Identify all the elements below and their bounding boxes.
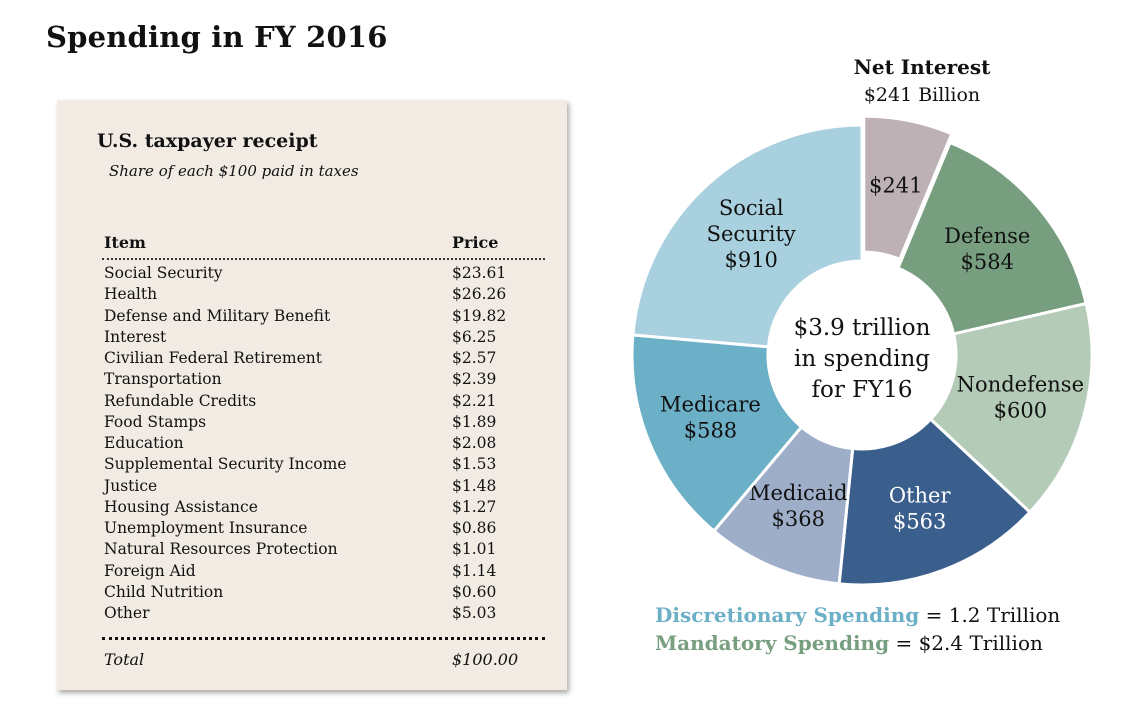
item-name: Supplemental Security Income: [104, 455, 347, 474]
receipt-subtitle: Share of each $100 paid in taxes: [109, 162, 359, 180]
item-price: $1.01: [452, 540, 497, 559]
slice-label-nondefense: Nondefense: [957, 373, 1084, 397]
item-price: $2.39: [452, 370, 497, 389]
item-column-header: Item: [104, 233, 146, 252]
donut-center-text: $3.9 trillion: [794, 315, 931, 341]
item-name: Refundable Credits: [104, 391, 257, 410]
table-row: Social Security $23.61: [104, 263, 544, 284]
slice-label-medicaid: Medicaid: [749, 481, 848, 505]
item-price: $1.27: [452, 497, 497, 516]
table-row: Child Nutrition $0.60: [104, 582, 544, 603]
page-title: Spending in FY 2016: [46, 20, 388, 54]
item-price: $1.48: [452, 476, 497, 495]
table-row: Supplemental Security Income $1.53: [104, 454, 544, 475]
table-row: Civilian Federal Retirement $2.57: [104, 348, 544, 369]
item-name: Defense and Military Benefit: [104, 306, 331, 325]
header-divider: [102, 258, 545, 260]
price-column-header: Price: [452, 233, 499, 252]
slice-label-medicare: $588: [684, 419, 737, 443]
legend-label: Discretionary Spending: [655, 603, 920, 627]
table-row: Defense and Military Benefit $19.82: [104, 306, 544, 327]
receipt-rows: Social Security $23.61 Health $26.26 Defen…: [104, 263, 544, 624]
slice-label-social-security: $910: [724, 248, 777, 272]
callout-subtitle: $241 Billion: [864, 84, 980, 106]
callout-title: Net Interest: [854, 55, 992, 79]
item-name: Unemployment Insurance: [104, 519, 308, 537]
table-row: Education $2.08: [104, 433, 544, 454]
table-row: Health $26.26: [104, 284, 544, 305]
item-price: $2.57: [452, 349, 497, 367]
item-price: $23.61: [452, 264, 507, 282]
slice-label-medicare: Medicare: [660, 393, 761, 417]
item-price: $2.21: [452, 391, 497, 410]
table-row: Interest $6.25: [104, 327, 544, 348]
table-row: Housing Assistance $1.27: [104, 497, 544, 518]
slice-label-defense: $584: [961, 250, 1014, 274]
table-row: Unemployment Insurance $0.86: [104, 518, 544, 539]
item-name: Child Nutrition: [104, 582, 224, 601]
table-row: Natural Resources Protection $1.01: [104, 539, 544, 560]
table-row: Other $5.03: [104, 603, 544, 624]
slice-label-net-interest: $241: [869, 173, 922, 197]
legend-value: = 1.2 Trillion: [919, 603, 1061, 627]
donut-center-text: for FY16: [811, 377, 912, 403]
item-name: Civilian Federal Retirement: [104, 349, 322, 367]
slice-label-medicaid: $368: [771, 507, 824, 531]
slice-defense: [896, 140, 1088, 336]
item-name: Housing Assistance: [104, 497, 258, 516]
slice-label-social-security: Security: [707, 222, 796, 246]
total-divider: [102, 637, 545, 640]
legend-discretionary: Discretionary Spending = 1.2 Trillion: [655, 603, 1060, 627]
item-name: Natural Resources Protection: [104, 540, 338, 559]
slice-label-other: Other: [889, 484, 952, 508]
item-name: Justice: [104, 476, 158, 495]
item-price: $1.53: [452, 455, 497, 474]
item-price: $1.89: [452, 412, 497, 431]
item-price: $2.08: [452, 434, 497, 452]
item-name: Food Stamps: [104, 412, 207, 431]
slice-social-security: [631, 123, 864, 349]
slice-nondefense: [928, 301, 1094, 515]
slice-label-nondefense: $600: [994, 399, 1047, 423]
donut-center-text: in spending: [794, 346, 930, 372]
item-name: Other: [104, 604, 150, 622]
total-value: $100.00: [452, 650, 519, 669]
item-price: $1.14: [452, 561, 497, 580]
item-price: $0.60: [452, 582, 497, 601]
receipt-title: U.S. taxpayer receipt: [97, 130, 318, 152]
legend-value: = $2.4 Trillion: [889, 631, 1043, 655]
item-price: $19.82: [452, 306, 507, 325]
item-name: Social Security: [104, 264, 223, 282]
slice-label-other: $563: [893, 510, 946, 534]
item-name: Transportation: [104, 370, 222, 389]
item-name: Interest: [104, 327, 167, 346]
table-row: Refundable Credits $2.21: [104, 391, 544, 412]
table-row: Food Stamps $1.89: [104, 412, 544, 433]
item-name: Health: [104, 285, 158, 304]
table-row: Foreign Aid $1.14: [104, 561, 544, 582]
total-label: Total: [104, 650, 145, 669]
item-name: Foreign Aid: [104, 561, 196, 580]
slice-net-interest: [862, 114, 954, 262]
taxpayer-receipt: U.S. taxpayer receipt Share of each $100…: [57, 100, 567, 690]
item-price: $0.86: [452, 519, 497, 537]
slice-label-social-security: Social: [719, 196, 784, 220]
item-name: Education: [104, 434, 184, 452]
slice-other: [837, 417, 1033, 587]
slice-label-defense: Defense: [944, 224, 1030, 248]
legend-mandatory: Mandatory Spending = $2.4 Trillion: [655, 631, 1043, 655]
table-row: Justice $1.48: [104, 476, 544, 497]
item-price: $26.26: [452, 285, 507, 304]
item-price: $5.03: [452, 604, 497, 622]
legend-label: Mandatory Spending: [655, 631, 890, 655]
slice-medicare: [630, 333, 804, 534]
table-row: Transportation $2.39: [104, 369, 544, 390]
item-price: $6.25: [452, 327, 497, 346]
